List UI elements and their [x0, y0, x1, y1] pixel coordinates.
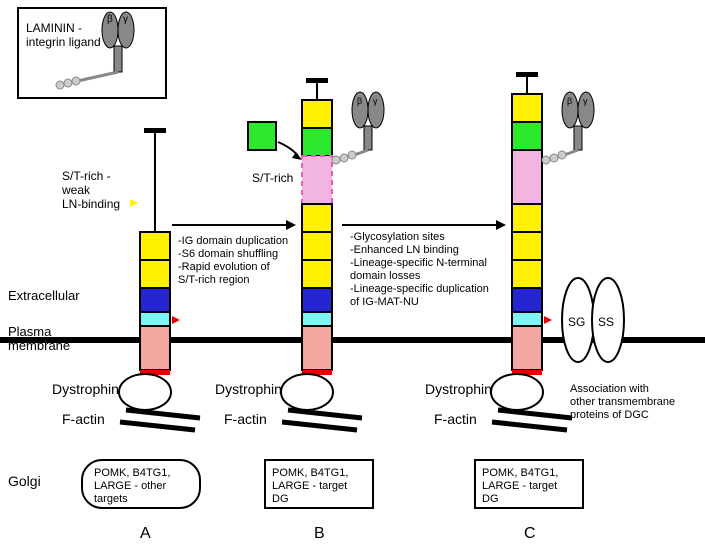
- golgi-b-1: POMK, B4TG1,: [272, 467, 348, 479]
- panel-c-label: C: [524, 525, 536, 542]
- strich-2: weak: [61, 183, 91, 197]
- strich-b: S/T-rich: [252, 171, 293, 185]
- panel-b-label: B: [314, 525, 325, 542]
- bc-5: -Lineage-specific duplication: [350, 283, 489, 295]
- bc-4: domain losses: [350, 270, 421, 282]
- a-yellow2: [140, 260, 170, 288]
- golgi-a-3: targets: [94, 493, 128, 505]
- ab-3: -Rapid evolution of: [178, 261, 271, 273]
- sg-label: SG: [568, 315, 585, 329]
- red-tick-c: [544, 316, 552, 324]
- bc-1: -Glycosylation sites: [350, 231, 445, 243]
- arrow-ab: -IG domain duplication -S6 domain shuffl…: [172, 220, 296, 286]
- strich-3: LN-binding: [62, 197, 120, 211]
- golgi-c-3: DG: [482, 493, 499, 505]
- a-dystrophin-label: Dystrophin: [52, 381, 119, 397]
- svg-text:γ: γ: [373, 96, 378, 106]
- beta-label: β: [107, 14, 113, 25]
- golgi-c-2: LARGE - target: [482, 480, 557, 492]
- a-yellow: [140, 232, 170, 260]
- golgi-b-2: LARGE - target: [272, 480, 347, 492]
- svg-text:β: β: [357, 96, 362, 106]
- assoc-2: other transmembrane: [570, 396, 675, 408]
- golgi-c-1: POMK, B4TG1,: [482, 467, 558, 479]
- ab-1: -IG domain duplication: [178, 235, 288, 247]
- b-pink-dashed: [302, 156, 332, 204]
- a-factin-label: F-actin: [62, 411, 105, 427]
- golgi-a-1: POMK, B4TG1,: [94, 467, 170, 479]
- ab-4: S/T-rich region: [178, 274, 250, 286]
- a-cyan: [140, 312, 170, 326]
- b-factin-label: F-actin: [224, 411, 267, 427]
- c-factin-label: F-actin: [434, 411, 477, 427]
- golgi-a-2: LARGE - other: [94, 480, 166, 492]
- gamma-label: γ: [123, 14, 128, 25]
- plasma-label-1: Plasma: [8, 324, 52, 339]
- a-blue: [140, 288, 170, 312]
- a-salmon: [140, 326, 170, 370]
- ss-label: SS: [598, 315, 614, 329]
- bc-2: -Enhanced LN binding: [350, 244, 459, 256]
- c-dystrophin-label: Dystrophin: [425, 381, 492, 397]
- golgi-b-3: DG: [272, 493, 289, 505]
- floating-green: [248, 122, 276, 150]
- assoc-1: Association with: [570, 383, 649, 395]
- legend-title-1: LAMININ -: [26, 21, 82, 35]
- bc-6: of IG-MAT-NU: [350, 296, 419, 308]
- plasma-label-2: membrane: [8, 338, 70, 353]
- bc-3: -Lineage-specific N-terminal: [350, 257, 487, 269]
- extracellular-label: Extracellular: [8, 288, 80, 303]
- a-dystrophin-blob: [119, 374, 171, 410]
- red-tick-a: [172, 316, 180, 324]
- assoc-3: proteins of DGC: [570, 409, 649, 421]
- ab-2: -S6 domain shuffling: [178, 248, 278, 260]
- svg-text:β: β: [567, 96, 572, 106]
- arrow-bc: -Glycosylation sites -Enhanced LN bindin…: [342, 220, 506, 308]
- golgi-label: Golgi: [8, 473, 41, 489]
- strich-1: S/T-rich -: [62, 169, 111, 183]
- column-b: S/T-rich β γ Dystrophin F-actin POMK, B4…: [215, 78, 384, 542]
- svg-text:γ: γ: [583, 96, 588, 106]
- column-c: β γ SG SS Dystrophin F-actin Association…: [425, 72, 675, 542]
- b-dystrophin-label: Dystrophin: [215, 381, 282, 397]
- legend-title-2: integrin ligand: [26, 35, 101, 49]
- panel-a-label: A: [140, 525, 151, 542]
- legend-box: LAMININ - integrin ligand β γ: [18, 8, 166, 98]
